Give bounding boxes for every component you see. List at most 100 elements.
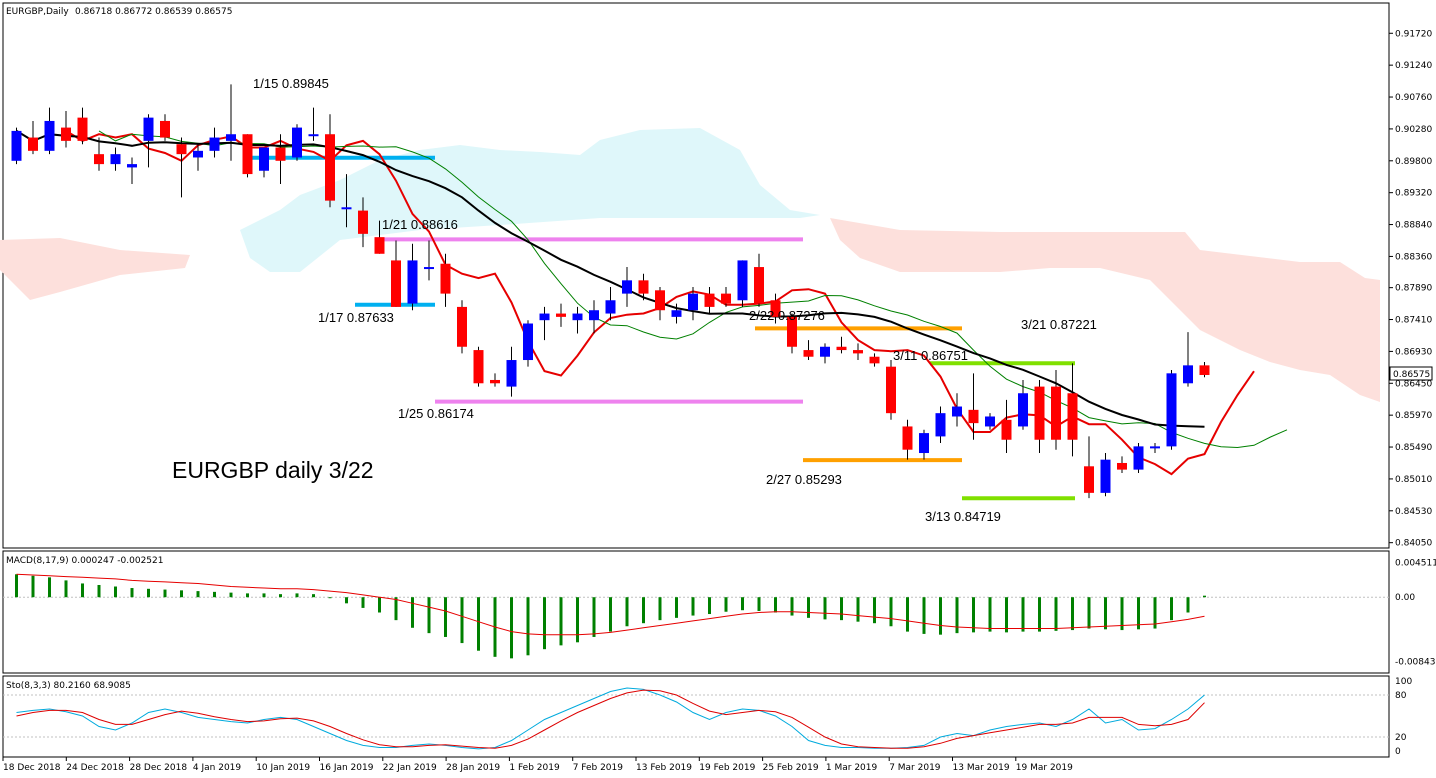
candle-body <box>94 154 104 165</box>
macd-bar <box>1021 597 1025 632</box>
x-tick-label: 25 Feb 2019 <box>763 763 819 773</box>
macd-bar <box>609 597 612 632</box>
candle-body <box>1117 462 1127 470</box>
macd-bar <box>526 597 530 656</box>
macd-bar <box>823 597 827 620</box>
macd-bar <box>345 597 348 604</box>
sto-y-tick-label: 100 <box>1395 677 1412 687</box>
candle-body <box>308 134 319 137</box>
candle-body <box>605 300 616 314</box>
x-tick-label: 10 Jan 2019 <box>256 763 310 773</box>
x-tick-label: 16 Jan 2019 <box>320 763 374 773</box>
stochastic-indicator <box>3 687 1389 750</box>
candle-body <box>853 350 863 354</box>
candle-body <box>704 293 715 307</box>
x-tick-label: 19 Mar 2019 <box>1016 763 1073 773</box>
macd-bar <box>81 583 84 598</box>
macd-bar <box>180 590 183 598</box>
candle-body <box>160 120 170 138</box>
macd-signal-line <box>16 573 1205 636</box>
candle-body <box>968 409 979 424</box>
price-y-tick-label: 0.84530 <box>1395 507 1432 517</box>
kumo-bear-late <box>830 218 1380 402</box>
macd-bar <box>444 597 447 637</box>
macd-bar <box>1203 595 1206 598</box>
candle-body <box>787 316 797 347</box>
macd-bar <box>691 597 695 616</box>
macd-bar <box>906 597 909 632</box>
candle-body <box>523 323 533 361</box>
macd-bar <box>64 580 68 598</box>
current-price-label: 0.86575 <box>1393 370 1430 380</box>
macd-y-tick-label: -0.008435 <box>1395 658 1436 668</box>
candle-body <box>721 293 731 304</box>
macd-bar <box>1054 597 1058 631</box>
x-tick-label: 13 Feb 2019 <box>636 763 692 773</box>
macd-bar <box>576 597 579 643</box>
macd-bar <box>1071 597 1074 631</box>
macd-bar <box>988 597 992 632</box>
level-annotations: 1/15 0.89845 1/17 0.87633 1/21 0.88616 1/25… <box>253 76 1097 524</box>
macd-bar <box>411 597 414 628</box>
candle-body <box>803 350 814 357</box>
macd-bar <box>130 588 134 598</box>
x-tick-label: 18 Dec 2018 <box>3 763 61 773</box>
candle-body <box>457 306 467 347</box>
x-tick-label: 7 Mar 2019 <box>889 763 941 773</box>
macd-bar <box>559 597 563 646</box>
candle-body <box>572 313 583 321</box>
x-tick-label: 1 Mar 2019 <box>826 763 878 773</box>
macd-bar <box>741 597 744 611</box>
macd-bar <box>1137 597 1140 630</box>
macd-bar <box>246 593 249 598</box>
x-tick-label: 22 Jan 2019 <box>383 763 437 773</box>
candle-body <box>490 379 500 384</box>
macd-bar <box>1005 597 1008 633</box>
x-axis: 18 Dec 2018 24 Dec 2018 28 Dec 2018 4 Jan 2… <box>2 757 1073 773</box>
macd-y-tick-label: 0.004511 <box>1395 559 1436 569</box>
x-tick-label: 28 Dec 2018 <box>130 763 188 773</box>
macd-bar <box>477 597 480 651</box>
candle-body <box>28 137 38 151</box>
macd-bar <box>939 597 942 635</box>
candle-body <box>737 260 748 301</box>
macd-bar <box>774 597 777 613</box>
candle-body <box>226 134 236 141</box>
candle-body <box>754 267 764 304</box>
candle-body <box>985 416 995 427</box>
candle-body <box>919 433 929 454</box>
candle-body <box>259 147 269 171</box>
candle-body <box>110 154 121 165</box>
sto-main-line <box>16 687 1205 750</box>
price-y-tick-label: 0.90280 <box>1395 125 1432 135</box>
macd-bar <box>757 597 761 611</box>
macd-bar <box>312 594 315 598</box>
macd-bar <box>48 577 51 598</box>
candle-body <box>556 313 566 317</box>
price-y-tick-label: 0.90760 <box>1395 93 1432 103</box>
x-tick-label: 13 Mar 2019 <box>953 763 1010 773</box>
annotation-label: 1/25 0.86174 <box>398 406 474 421</box>
candle-body <box>589 310 599 321</box>
sto-y-tick-label: 80 <box>1395 691 1407 701</box>
price-y-tick-label: 0.89800 <box>1395 157 1432 167</box>
macd-bar <box>361 597 365 608</box>
annotation-label: 3/13 0.84719 <box>925 509 1001 524</box>
kumo-bear-early <box>0 238 190 300</box>
price-y-tick-label: 0.88360 <box>1395 252 1432 262</box>
candle-body <box>770 300 781 317</box>
candle-body <box>1018 393 1028 427</box>
price-y-tick-label: 0.87410 <box>1395 316 1432 326</box>
price-panel-frame <box>2 2 1390 549</box>
candle-body <box>836 346 847 351</box>
candle-body <box>952 406 962 417</box>
candle-body <box>688 293 698 311</box>
annotation-label: 3/11 0.86751 <box>893 348 968 363</box>
macd-y-tick-label: 0.00 <box>1395 593 1415 603</box>
annotation-label: 2/22 0.87276 <box>749 308 825 323</box>
macd-bar <box>642 597 645 624</box>
x-tick-label: 24 Dec 2018 <box>66 763 124 773</box>
candle-body <box>655 290 665 311</box>
candle-body <box>143 117 154 141</box>
